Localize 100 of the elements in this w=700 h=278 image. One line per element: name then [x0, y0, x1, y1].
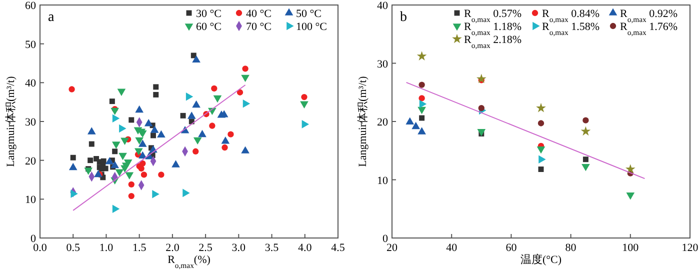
point [582, 156, 588, 162]
y-axis-title: Langmuir体积(m³/t) [357, 76, 369, 167]
y-tick-label: 30 [377, 58, 388, 70]
point [112, 148, 118, 154]
point [118, 152, 127, 160]
annotation: b [400, 10, 407, 25]
point [88, 141, 94, 147]
point [419, 100, 427, 108]
x-tick-label: 2.5 [198, 242, 213, 254]
x-tick-label: 1.0 [99, 242, 114, 254]
y-tick-label: 60 [25, 0, 36, 12]
point [192, 55, 200, 63]
point [150, 126, 159, 133]
point [68, 86, 75, 92]
y-tick-label: 20 [377, 116, 388, 128]
point [582, 164, 590, 172]
point [94, 170, 102, 178]
point [112, 114, 120, 123]
point [625, 164, 636, 174]
point [115, 169, 124, 176]
legend-label: 40 °C [246, 8, 272, 20]
point [536, 146, 546, 154]
point [158, 172, 164, 178]
point [112, 142, 120, 149]
point [128, 192, 134, 200]
point [193, 137, 202, 145]
point [538, 120, 544, 126]
point [412, 122, 420, 130]
point [626, 192, 635, 200]
point [152, 190, 160, 198]
point [157, 130, 166, 138]
point [418, 95, 425, 102]
point [187, 112, 196, 119]
point [190, 52, 196, 58]
point [478, 105, 484, 112]
point [135, 105, 144, 113]
point [84, 168, 93, 175]
point [582, 117, 589, 124]
y-tick-label: 0 [382, 233, 388, 245]
point [153, 92, 159, 98]
legend-label: R$_{o,max}$ 0.57% [464, 8, 522, 24]
x-tick-label: 0.5 [66, 242, 80, 254]
point [211, 85, 218, 92]
point [117, 88, 126, 96]
point [172, 160, 180, 168]
point [120, 138, 129, 145]
point [134, 148, 143, 156]
y-tick-label: 50 [25, 38, 36, 51]
point [418, 127, 426, 134]
x-tick-label: 1.5 [132, 242, 147, 254]
x-tick-label: 4.0 [298, 242, 312, 254]
point [120, 165, 129, 173]
y-tick-label: 10 [377, 174, 388, 187]
point [128, 117, 134, 123]
point [209, 122, 216, 129]
point [242, 99, 250, 108]
point [476, 74, 486, 84]
x-tick-label: 2.0 [166, 242, 180, 254]
x-tick-label: 4.5 [331, 242, 346, 254]
point [228, 131, 234, 138]
point [242, 66, 248, 72]
point [150, 132, 156, 138]
annotation: a [48, 10, 55, 25]
point [110, 108, 119, 116]
x-tick-label: 40 [446, 242, 458, 254]
legend-label: R$_{o,max}$ 0.84% [542, 8, 600, 24]
legend-label: 50 °C [296, 8, 322, 20]
x-tick-label: 3.5 [264, 242, 280, 254]
y-tick-label: 40 [377, 0, 388, 12]
point [138, 140, 147, 147]
point [182, 188, 190, 198]
legend-label: 100 °C [296, 21, 327, 33]
x-axis-title: 温度(°C) [520, 253, 562, 266]
legend-label: 30 °C [196, 8, 222, 20]
x-tick-label: 20 [386, 242, 398, 254]
point [418, 106, 426, 114]
x-tick-label: 0.0 [33, 242, 48, 254]
point [536, 102, 546, 112]
legend-label: R$_{o,max}$ 0.92% [620, 8, 678, 24]
point [580, 126, 591, 136]
point [70, 154, 76, 160]
x-tick-label: 80 [565, 242, 577, 254]
y-tick-label: 10 [25, 194, 36, 206]
point [68, 162, 78, 170]
point [88, 158, 94, 164]
point [70, 190, 78, 198]
y-tick-label: 40 [25, 78, 36, 90]
point [213, 95, 222, 103]
point [110, 160, 119, 168]
y-tick-label: 20 [25, 155, 36, 168]
point [192, 100, 200, 108]
point [112, 204, 120, 214]
point [87, 127, 96, 134]
y-axis-title: Langmuir体积(m³/t) [5, 76, 17, 167]
x-tick-label: 3.0 [232, 242, 246, 254]
point [300, 101, 308, 108]
point [140, 172, 148, 178]
x-tick-label: 60 [506, 242, 518, 254]
point [418, 82, 425, 88]
point [538, 155, 546, 164]
